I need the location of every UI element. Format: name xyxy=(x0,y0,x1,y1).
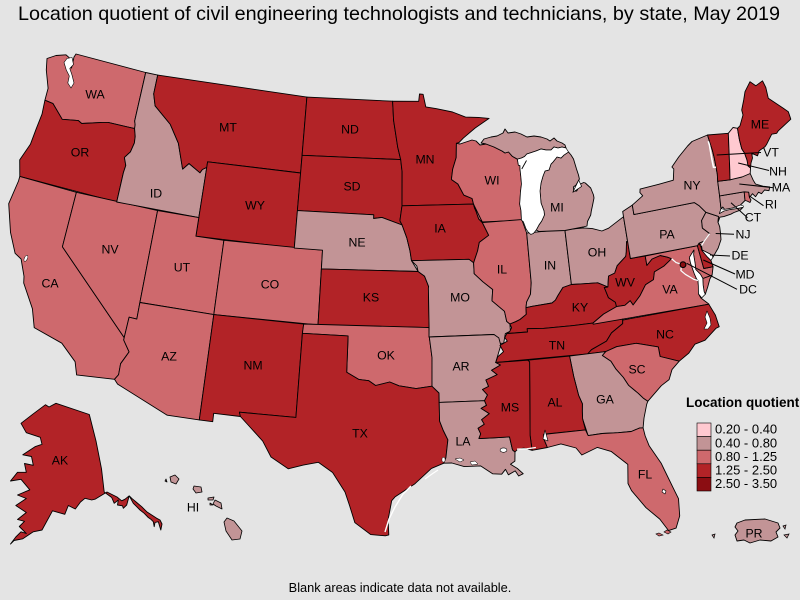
svg-text:TN: TN xyxy=(549,338,565,352)
svg-text:FL: FL xyxy=(638,467,653,481)
svg-text:CT: CT xyxy=(745,210,762,224)
svg-text:MI: MI xyxy=(550,200,564,214)
svg-text:1.25 - 2.50: 1.25 - 2.50 xyxy=(715,463,777,478)
svg-text:UT: UT xyxy=(174,260,191,274)
svg-text:NY: NY xyxy=(683,178,700,192)
svg-text:MA: MA xyxy=(772,180,791,194)
svg-text:SC: SC xyxy=(628,362,645,376)
svg-text:WA: WA xyxy=(85,87,105,101)
svg-text:NC: NC xyxy=(656,327,674,341)
svg-text:0.40 - 0.80: 0.40 - 0.80 xyxy=(715,435,777,450)
svg-text:Location quotient: Location quotient xyxy=(686,395,800,410)
svg-text:CA: CA xyxy=(41,276,59,290)
svg-text:WI: WI xyxy=(484,173,499,187)
svg-text:VA: VA xyxy=(662,282,678,296)
svg-text:SD: SD xyxy=(343,179,360,193)
svg-text:WY: WY xyxy=(245,198,265,212)
svg-text:WV: WV xyxy=(615,275,636,289)
svg-text:OR: OR xyxy=(71,145,90,159)
svg-text:CO: CO xyxy=(261,277,279,291)
svg-text:IN: IN xyxy=(544,258,556,272)
svg-text:KS: KS xyxy=(363,290,379,304)
svg-text:MN: MN xyxy=(415,152,434,166)
svg-text:KY: KY xyxy=(572,300,588,314)
svg-text:AZ: AZ xyxy=(161,349,177,363)
svg-text:RI: RI xyxy=(765,197,777,211)
svg-text:GA: GA xyxy=(596,392,615,406)
svg-text:MT: MT xyxy=(219,120,237,134)
svg-text:MO: MO xyxy=(450,290,470,304)
svg-text:HI: HI xyxy=(187,500,199,514)
svg-text:ND: ND xyxy=(341,122,359,136)
svg-text:AK: AK xyxy=(52,453,69,467)
svg-text:NV: NV xyxy=(101,242,119,256)
svg-text:NE: NE xyxy=(348,235,365,249)
svg-text:PR: PR xyxy=(745,526,762,540)
svg-text:LA: LA xyxy=(455,434,471,448)
svg-text:PA: PA xyxy=(659,227,675,241)
svg-text:NJ: NJ xyxy=(735,227,750,241)
svg-text:VT: VT xyxy=(763,145,779,159)
svg-text:2.50 - 3.50: 2.50 - 3.50 xyxy=(715,476,777,491)
svg-text:MS: MS xyxy=(501,400,519,414)
svg-text:OH: OH xyxy=(588,245,606,259)
svg-text:0.20 - 0.40: 0.20 - 0.40 xyxy=(715,422,777,437)
svg-text:NM: NM xyxy=(243,358,262,372)
svg-text:MD: MD xyxy=(735,267,754,281)
svg-text:TX: TX xyxy=(352,426,368,440)
svg-text:0.80 - 1.25: 0.80 - 1.25 xyxy=(715,449,777,464)
svg-text:IL: IL xyxy=(497,262,507,276)
svg-text:OK: OK xyxy=(377,348,396,362)
svg-text:ID: ID xyxy=(150,186,162,200)
svg-text:NH: NH xyxy=(769,164,787,178)
svg-text:AL: AL xyxy=(547,395,562,409)
svg-text:ME: ME xyxy=(751,117,769,131)
svg-text:DE: DE xyxy=(731,248,748,262)
svg-text:IA: IA xyxy=(434,221,446,235)
svg-text:AR: AR xyxy=(452,359,469,373)
svg-text:DC: DC xyxy=(739,282,757,296)
